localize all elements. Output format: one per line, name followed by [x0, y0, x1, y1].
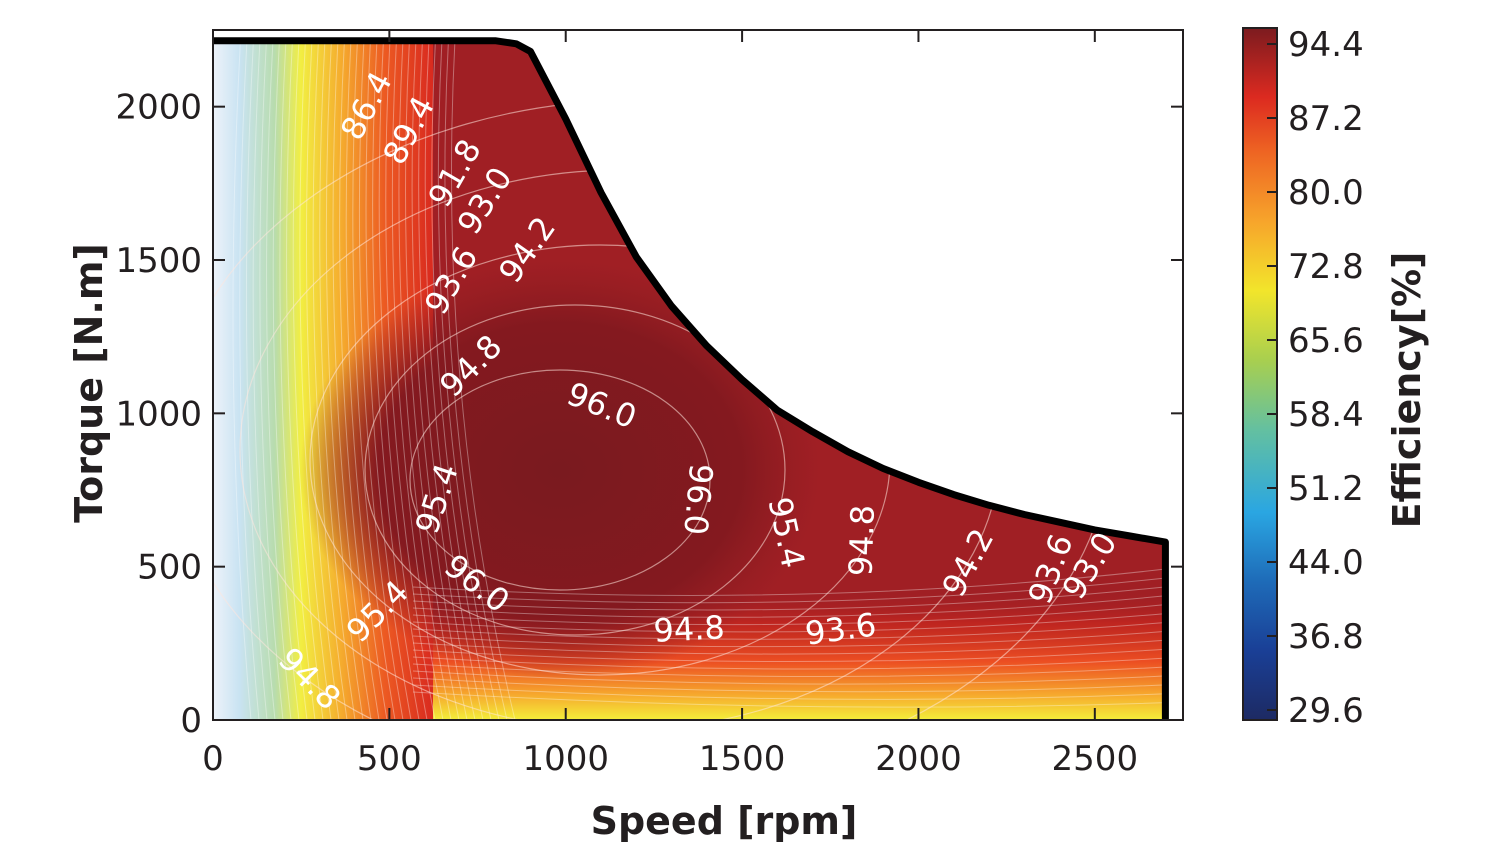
contour-line [412, 611, 1166, 633]
colorbar-tick-label: 36.8 [1288, 617, 1364, 657]
y-axis-ticks: 0 500 1000 1500 2000 [115, 88, 1183, 741]
contour-line [299, 40, 332, 720]
contour-line [412, 691, 1166, 708]
contour-line [412, 620, 1166, 640]
contour-line [319, 40, 356, 720]
contour-line [292, 40, 324, 720]
contour-line [312, 40, 348, 720]
contour-line [412, 670, 1166, 685]
contour-line [411, 40, 468, 720]
colorbar-tick-label: 94.4 [1288, 25, 1364, 65]
torque-limit-curve [213, 37, 1169, 720]
x-tick-label: 1000 [522, 739, 609, 779]
contour-line [339, 40, 380, 720]
contour-line [437, 40, 500, 720]
contour-line [372, 40, 420, 720]
colorbar-tick-label: 65.6 [1288, 321, 1364, 361]
x-tick-label: 2500 [1052, 739, 1139, 779]
contour-line [378, 40, 428, 720]
contour-line [412, 593, 1166, 618]
colorbar-tick-label: 29.6 [1288, 691, 1364, 731]
colorbar-gradient [1242, 27, 1278, 721]
colorbar-tick-label: 80.0 [1288, 173, 1364, 213]
contour-line [412, 647, 1166, 663]
contour-line [305, 40, 340, 720]
y-axis-title: Torque [N.m] [67, 243, 111, 523]
x-axis-title: Speed [rpm] [591, 799, 858, 843]
plot-frame [212, 29, 1184, 721]
contour-line [424, 40, 484, 720]
contour-line [412, 602, 1166, 626]
contour-line [412, 656, 1166, 670]
plot-area: 86.489.491.893.094.293.694.896.096.095.4… [212, 29, 1184, 721]
contour-line [239, 40, 260, 720]
contour-line [444, 40, 508, 720]
contour-line [405, 40, 460, 720]
contour-line [365, 40, 412, 720]
colorbar-tick-label: 44.0 [1288, 543, 1364, 583]
contour-line [332, 40, 372, 720]
contour-line [352, 40, 396, 720]
contour-line [259, 40, 284, 720]
x-tick-label: 2000 [875, 739, 962, 779]
contour-line [431, 40, 492, 720]
colorbar-tick-label: 58.4 [1288, 395, 1364, 435]
contour-line [412, 684, 1166, 700]
contour-line [358, 40, 404, 720]
contour-line [266, 40, 292, 720]
contour-line [252, 40, 276, 720]
contour-line [391, 40, 444, 720]
x-tick-label: 500 [357, 739, 422, 779]
contour-label: 94.8 [842, 504, 882, 577]
contour-line [286, 40, 316, 720]
contour-line [345, 40, 388, 720]
contour-line [412, 663, 1166, 678]
contour-line [412, 677, 1166, 693]
contour-line [385, 40, 436, 720]
x-tick-label: 0 [202, 739, 224, 779]
contour-line [412, 575, 1166, 604]
contour-line [412, 584, 1166, 611]
high-efficiency-core [300, 260, 820, 680]
contour-line [418, 40, 476, 720]
contour-line [398, 40, 452, 720]
colorbar-tick-label: 87.2 [1288, 99, 1364, 139]
colorbar: 94.4 87.2 80.0 72.8 65.6 58.4 51.2 44.0 36.8 29.6… [1242, 25, 1429, 731]
colorbar-tick-label: 72.8 [1288, 247, 1364, 287]
contour-labels: 86.489.491.893.094.293.694.896.096.095.4… [271, 65, 1125, 717]
contour-line [272, 40, 300, 720]
contour-label: 96.0 [676, 462, 720, 536]
x-tick-label: 1500 [699, 739, 786, 779]
contour-line [412, 629, 1166, 648]
y-tick-label: 2000 [115, 88, 202, 128]
colorbar-tick-label: 51.2 [1288, 469, 1364, 509]
contour-line [412, 638, 1166, 655]
x-axis-ticks: 0 500 1000 1500 2000 2500 [202, 30, 1138, 779]
contour-line [409, 369, 711, 591]
colorbar-ticks: 94.4 87.2 80.0 72.8 65.6 58.4 51.2 44.0 36.8 29.6 [1267, 25, 1364, 731]
contour-line [364, 304, 786, 636]
contour-line [232, 40, 252, 720]
contour-line [451, 40, 516, 720]
colorbar-title: Efficiency[%] [1385, 252, 1429, 529]
contour-label: 94.8 [653, 608, 726, 650]
y-tick-label: 1500 [115, 241, 202, 281]
y-tick-label: 500 [137, 548, 202, 588]
contour-line [279, 40, 308, 720]
y-tick-label: 0 [180, 701, 202, 741]
contour-line [245, 40, 268, 720]
contour-line [412, 566, 1166, 596]
y-tick-label: 1000 [115, 394, 202, 434]
